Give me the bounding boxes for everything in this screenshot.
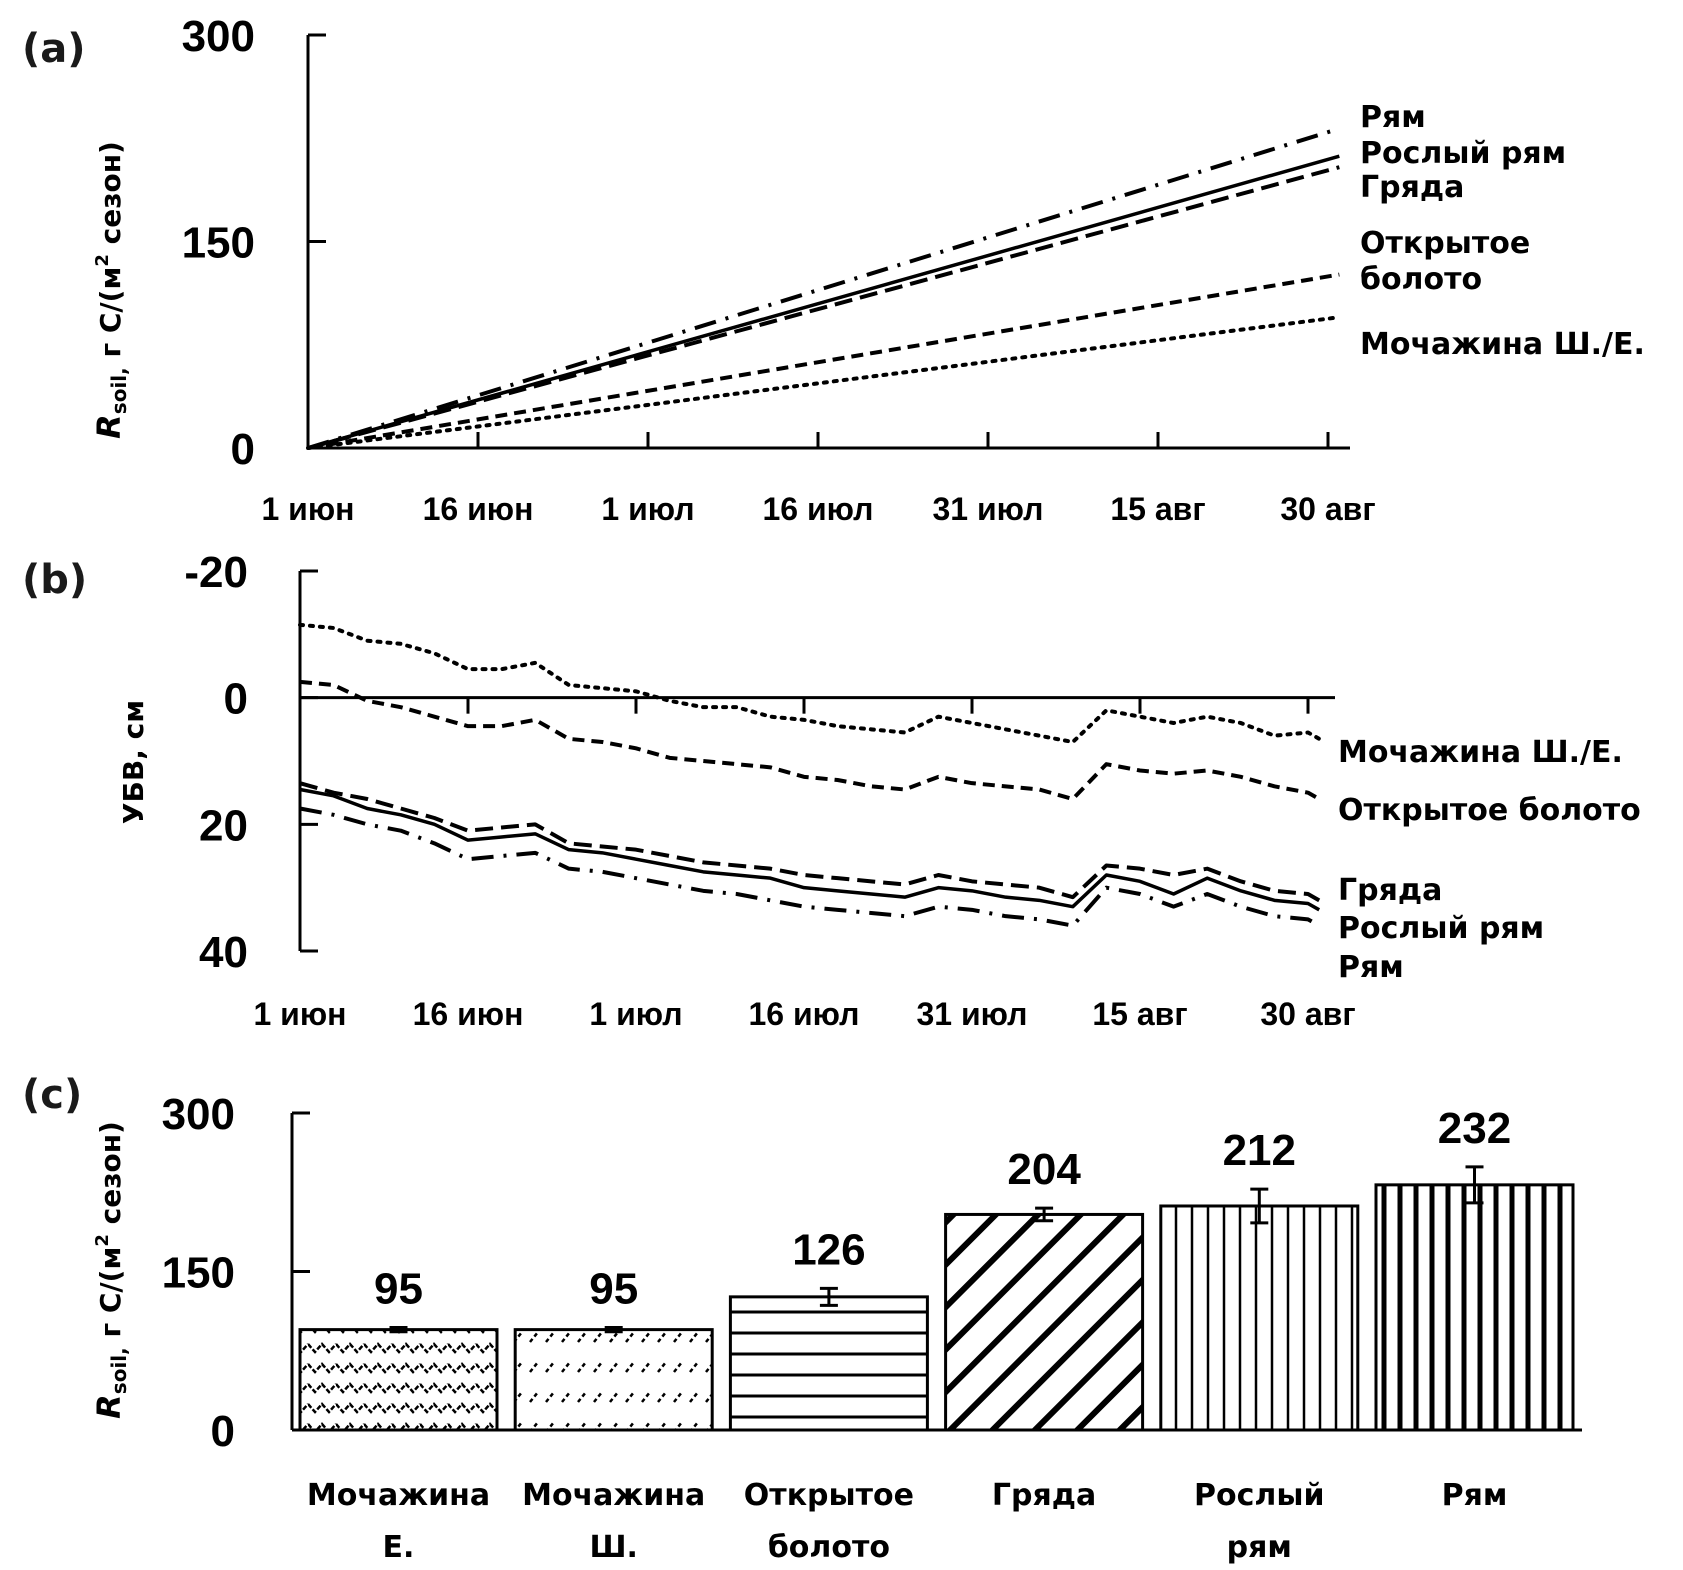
series-line-Рослый рям	[307, 154, 1340, 450]
y-tick-label: 300	[162, 1090, 235, 1139]
x-tick-label: 31 июл	[916, 996, 1027, 1032]
bar-value-label: 212	[1223, 1126, 1296, 1175]
series-label: Мочажина Ш./Е.	[1338, 735, 1623, 770]
series-label: Открытое болото	[1338, 793, 1641, 828]
series-line-Открытое болото	[307, 272, 1340, 450]
bar	[1159, 1204, 1360, 1432]
panel-label-a: (a)	[22, 26, 86, 72]
category-label: Рослый	[1194, 1478, 1325, 1513]
series-line-Рям	[299, 806, 1321, 928]
x-tick-label: 1 июл	[601, 491, 694, 527]
bar-value-label: 95	[374, 1265, 423, 1314]
x-tick-label: 16 июл	[762, 491, 873, 527]
y-tick-label: 0	[211, 1407, 235, 1456]
category-label: Рям	[1442, 1478, 1508, 1513]
x-tick-label: 31 июл	[932, 491, 1043, 527]
bar-group: 212 Рослый рям	[1159, 1126, 1360, 1565]
x-tick-label: 16 июл	[748, 996, 859, 1032]
series-label: Открытое	[1360, 226, 1530, 261]
y-tick-label: 20	[199, 801, 248, 850]
bar-group: 232 Рям	[1374, 1104, 1575, 1513]
series-label: Гряда	[1338, 873, 1442, 908]
series-label: болото	[1360, 262, 1482, 297]
y-axis-label: Rsoil, г C/(м2 сезон)	[90, 1121, 131, 1419]
y-axis-title: Rsoil, г C/(м2 сезон)	[90, 141, 131, 439]
category-label: Ш.	[589, 1530, 637, 1565]
y-tick-label: -20	[184, 548, 248, 597]
series-line-Гряда	[299, 781, 1321, 903]
bar	[728, 1295, 929, 1432]
y-tick-label: 150	[162, 1249, 235, 1298]
bar	[1374, 1183, 1575, 1432]
panel-label-b: (b)	[22, 557, 87, 603]
series-label: Рослый рям	[1360, 136, 1566, 171]
x-tick-label: 15 авг	[1092, 996, 1187, 1032]
series-line-Гряда	[307, 165, 1340, 450]
bar-value-label: 95	[589, 1265, 638, 1314]
panel-b-water-table: (b) УБВ, см -20 0 20 401 июн 16 июн 1 июл 16 и…	[22, 548, 1641, 1032]
category-label: Е.	[383, 1530, 415, 1565]
series-line-Мочажина Ш./Е.	[298, 622, 1322, 744]
bar	[298, 1328, 499, 1432]
y-tick-label: 40	[199, 928, 248, 977]
y-tick-label: 300	[182, 12, 255, 61]
series-line-Рям	[307, 126, 1340, 450]
bar-group: 95 Мочажина Е.	[298, 1265, 499, 1565]
panel-c-seasonal-bars: (c) Rsoil, г C/(м2 сезон) 0 150 300 95 Моча…	[22, 1072, 1582, 1565]
category-label: рям	[1227, 1530, 1292, 1565]
y-axis-title: УБВ, см	[117, 700, 150, 824]
bar-group: 204 Гряда	[944, 1145, 1145, 1513]
x-tick-label: 1 июн	[261, 491, 354, 527]
bar-group: 95 Мочажина Ш.	[513, 1265, 714, 1565]
y-axis-title: Rsoil, г C/(м2 сезон)	[90, 1121, 131, 1419]
y-tick-label: 0	[231, 425, 255, 474]
series-label: Гряда	[1360, 170, 1464, 205]
category-label: болото	[768, 1530, 890, 1565]
panel-a-cumulative-rsoil: (a) Rsoil, г C/(м2 сезон) 0 150 300 1 июн 16…	[22, 12, 1645, 527]
x-tick-label: 1 июн	[253, 996, 346, 1032]
y-tick-label: 150	[182, 219, 255, 268]
x-tick-label: 16 июн	[423, 491, 534, 527]
bar-value-label: 232	[1438, 1104, 1511, 1153]
x-tick-label: 1 июл	[589, 996, 682, 1032]
x-tick-label: 16 июн	[413, 996, 524, 1032]
category-label: Мочажина	[522, 1478, 705, 1513]
series-label: Мочажина Ш./Е.	[1360, 327, 1645, 362]
y-axis-label: Rsoil, г C/(м2 сезон)	[90, 141, 131, 439]
category-label: Мочажина	[307, 1478, 490, 1513]
series-label: Рям	[1360, 100, 1426, 135]
bar	[944, 1212, 1145, 1432]
series-line-Открытое болото	[299, 679, 1321, 801]
x-tick-label: 30 авг	[1280, 491, 1375, 527]
bar	[513, 1328, 714, 1432]
category-label: Открытое	[744, 1478, 914, 1513]
series-label: Рослый рям	[1338, 911, 1544, 946]
x-tick-label: 15 авг	[1110, 491, 1205, 527]
series-line-Рослый рям	[299, 787, 1321, 912]
bar-value-label: 204	[1007, 1145, 1081, 1194]
bar-value-label: 126	[792, 1225, 865, 1274]
category-label: Гряда	[992, 1478, 1096, 1513]
panel-label-c: (c)	[22, 1072, 82, 1118]
series-line-Мочажина Ш./Е.	[306, 315, 1342, 450]
series-label: Рям	[1338, 950, 1404, 985]
y-tick-label: 0	[224, 675, 248, 724]
x-tick-label: 30 авг	[1260, 996, 1355, 1032]
bar-group: 126 Открытое болото	[728, 1225, 929, 1565]
